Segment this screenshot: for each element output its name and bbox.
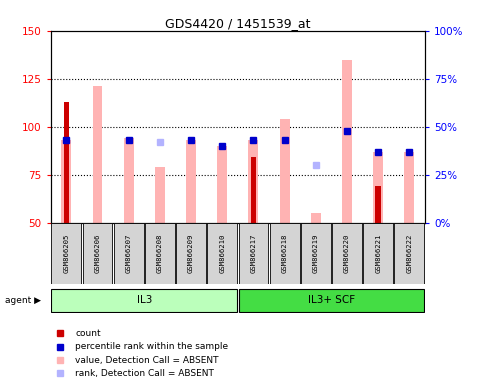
Bar <box>63 102 69 223</box>
Bar <box>239 223 269 283</box>
Title: GDS4420 / 1451539_at: GDS4420 / 1451539_at <box>165 17 311 30</box>
Bar <box>375 186 381 223</box>
Text: percentile rank within the sample: percentile rank within the sample <box>75 342 228 351</box>
Bar <box>145 223 175 283</box>
Text: GSM866220: GSM866220 <box>344 234 350 273</box>
Bar <box>207 223 237 283</box>
Text: GSM866208: GSM866208 <box>157 234 163 273</box>
Text: count: count <box>75 329 100 338</box>
Text: GSM866218: GSM866218 <box>282 234 288 273</box>
Bar <box>93 86 102 223</box>
Bar <box>51 223 81 283</box>
Text: GSM866210: GSM866210 <box>219 234 225 273</box>
Bar <box>332 223 362 283</box>
Text: value, Detection Call = ABSENT: value, Detection Call = ABSENT <box>75 356 218 364</box>
Text: GSM866222: GSM866222 <box>406 234 412 273</box>
Bar <box>404 152 414 223</box>
Bar <box>51 289 237 312</box>
Bar <box>373 152 383 223</box>
Bar <box>311 213 321 223</box>
Text: IL3: IL3 <box>137 295 152 306</box>
Bar <box>363 223 393 283</box>
Bar <box>248 140 258 223</box>
Bar <box>114 223 143 283</box>
Bar <box>217 146 227 223</box>
Bar <box>270 223 299 283</box>
Bar <box>342 60 352 223</box>
Bar <box>155 167 165 223</box>
Text: agent ▶: agent ▶ <box>5 296 41 305</box>
Bar <box>61 140 71 223</box>
Text: GSM866206: GSM866206 <box>95 234 100 273</box>
Bar <box>186 140 196 223</box>
Bar <box>301 223 331 283</box>
Text: IL3+ SCF: IL3+ SCF <box>308 295 355 306</box>
Text: GSM866217: GSM866217 <box>251 234 256 273</box>
Text: rank, Detection Call = ABSENT: rank, Detection Call = ABSENT <box>75 369 214 378</box>
Text: GSM866219: GSM866219 <box>313 234 319 273</box>
Bar <box>239 289 425 312</box>
Bar <box>176 223 206 283</box>
Bar <box>83 223 113 283</box>
Bar <box>251 157 256 223</box>
Text: GSM866205: GSM866205 <box>63 234 70 273</box>
Text: GSM866207: GSM866207 <box>126 234 132 273</box>
Text: GSM866221: GSM866221 <box>375 234 381 273</box>
Text: GSM866209: GSM866209 <box>188 234 194 273</box>
Bar <box>124 138 134 223</box>
Bar <box>280 119 290 223</box>
Bar <box>395 223 425 283</box>
